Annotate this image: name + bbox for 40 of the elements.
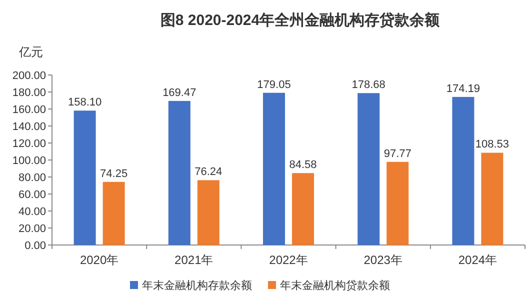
data-label: 76.24 (194, 166, 222, 178)
bar (452, 96, 474, 245)
bar (102, 182, 125, 245)
bar (386, 162, 409, 245)
y-tick-label: 120.00 (12, 138, 46, 150)
data-label: 158.10 (68, 96, 102, 109)
x-tick-label: 2021年 (174, 253, 214, 267)
y-tick-label: 200.00 (12, 70, 46, 82)
x-tick-label: 2020年 (80, 253, 119, 267)
bar (263, 92, 285, 245)
data-label: 178.68 (352, 79, 386, 92)
bar (74, 110, 96, 245)
bar (292, 173, 314, 245)
data-label: 84.58 (289, 159, 317, 172)
legend-label: 年末金融机构贷款余额 (280, 279, 390, 292)
bar (358, 93, 380, 245)
y-tick-label: 40.00 (18, 206, 46, 218)
bar (168, 100, 190, 245)
y-tick-label: 100.00 (12, 155, 46, 167)
data-label: 97.77 (384, 148, 412, 160)
chart-title: 图8 2020-2024年全州金融机构存贷款余额 (160, 11, 441, 29)
y-tick-label: 20.00 (18, 223, 46, 235)
x-tick-label: 2024年 (458, 253, 498, 267)
y-axis-title: 亿元 (18, 45, 43, 59)
y-tick-label: 160.00 (12, 104, 46, 116)
y-tick-label: 0.00 (24, 240, 46, 252)
y-tick-label: 60.00 (18, 189, 46, 201)
x-tick-label: 2023年 (364, 253, 402, 267)
bar (197, 180, 220, 245)
data-label: 169.47 (162, 86, 196, 99)
y-tick-label: 80.00 (18, 172, 46, 184)
legend-label: 年末金融机构存款余额 (142, 279, 252, 292)
data-label: 179.05 (257, 78, 291, 91)
y-tick-label: 140.00 (12, 121, 46, 133)
data-label: 108.53 (475, 138, 510, 151)
x-tick-label: 2022年 (269, 253, 308, 267)
y-tick-label: 180.00 (12, 87, 46, 99)
data-label: 174.19 (446, 82, 480, 95)
bar (481, 152, 504, 245)
data-label: 74.25 (100, 168, 128, 180)
